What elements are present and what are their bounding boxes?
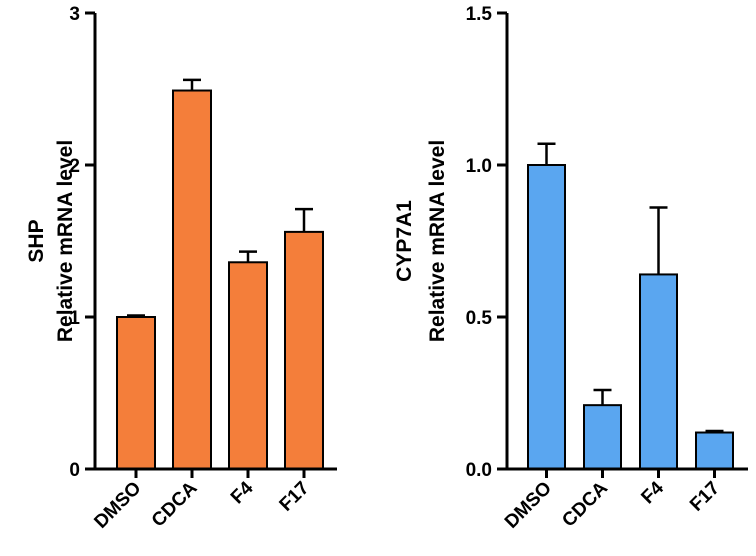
y-tick-label: 0.0	[466, 460, 492, 481]
shp-chart: 0 1 2 3 DMSO CDCA F4 F17 SHP Relative mRNA level	[25, 4, 337, 533]
bar-dmso	[116, 316, 156, 470]
x-tick-label-f4: F4	[227, 477, 258, 508]
x-tick-label-cdca: CDCA	[558, 477, 612, 531]
x-tick-label-f4: F4	[637, 477, 668, 508]
bar-dmso	[527, 164, 566, 470]
y-tick-label: 3	[69, 4, 80, 25]
y-tick-label: 0.5	[466, 308, 493, 329]
y-axis-title-gene: CYP7A1	[393, 200, 416, 282]
y-axis-title-measure: Relative mRNA level	[54, 140, 77, 342]
x-tick-label-dmso: DMSO	[501, 478, 556, 533]
y-axis-title-gene: SHP	[25, 219, 48, 262]
y-tick-label: 1.0	[466, 156, 492, 177]
bar-cdca	[583, 404, 622, 471]
x-tick-label-dmso: DMSO	[90, 478, 145, 533]
bar-f17	[284, 230, 324, 470]
x-tick-label-f17: F17	[276, 478, 314, 516]
y-tick-label: 2	[69, 156, 80, 177]
bar-f4	[228, 261, 268, 470]
bar-f4	[639, 273, 678, 470]
y-tick-label: 1.5	[466, 4, 493, 25]
cyp7a1-chart: 0.0 0.5 1.0 1.5 DMSO CDCA F4 F17 CYP7A1 Relative …	[393, 4, 748, 533]
y-tick-label: 1	[69, 308, 80, 329]
x-tick-label-f17: F17	[686, 478, 724, 516]
y-axis-title-measure: Relative mRNA level	[426, 140, 449, 342]
bar-f17	[695, 431, 734, 470]
x-tick-label-cdca: CDCA	[148, 477, 202, 531]
bar-cdca	[172, 89, 212, 471]
y-tick-label: 0	[69, 460, 80, 481]
